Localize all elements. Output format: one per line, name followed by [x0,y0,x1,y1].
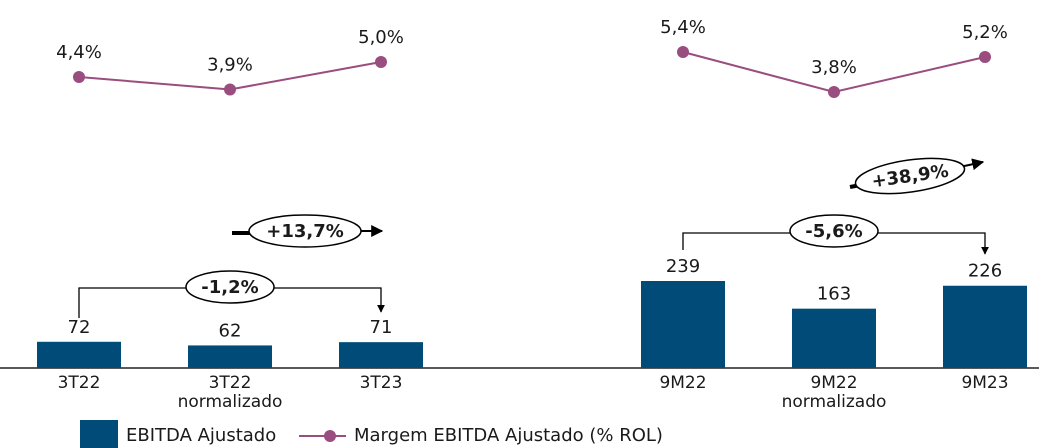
x-tick-label: 3T22 [57,373,101,393]
margin-value-label: 5,2% [962,22,1008,43]
annotation-label: -1,2% [201,277,258,298]
legend-swatch [80,420,118,448]
annotation-oval [185,270,275,304]
annotation-label: -5,6% [805,221,862,242]
bar [943,285,1027,368]
margin-point [224,83,236,96]
bar [188,345,272,368]
margin-point [979,51,991,63]
margin-value-label: 3,8% [811,57,857,78]
legend-label: Margem EBITDA Ajustado (% ROL) [354,425,663,446]
x-tick-label: 9M22 [659,373,707,393]
x-tick-label: 3T22 normalizado [177,373,283,412]
margin-point [73,71,85,83]
annotation-oval [854,157,966,195]
bar-value-label: 226 [968,261,1002,282]
legend-label: EBITDA Ajustado [126,425,276,446]
bar-value-label: 239 [666,256,700,277]
bar [641,281,725,368]
margin-point [375,56,387,68]
annotation-oval [789,214,879,248]
margin-value-label: 5,4% [660,17,706,38]
annotation-label: +13,7% [266,221,344,242]
bar [339,342,423,368]
bar-value-label: 62 [219,320,242,341]
bar [792,308,876,368]
bar [37,341,121,368]
x-tick-label: 3T23 [359,373,403,393]
margin-point [677,46,689,58]
bar-value-label: 71 [370,317,393,338]
margin-value-label: 5,0% [358,27,404,48]
x-tick-label: 9M22 normalizado [781,373,887,412]
margin-value-label: 3,9% [207,55,253,76]
bar-value-label: 72 [68,317,91,338]
bar-value-label: 163 [817,284,851,305]
margin-point [828,86,840,98]
legend-swatch [324,430,336,442]
margin-value-label: 4,4% [56,42,102,63]
x-tick-label: 9M23 [961,373,1009,393]
annotation-oval [248,214,362,248]
